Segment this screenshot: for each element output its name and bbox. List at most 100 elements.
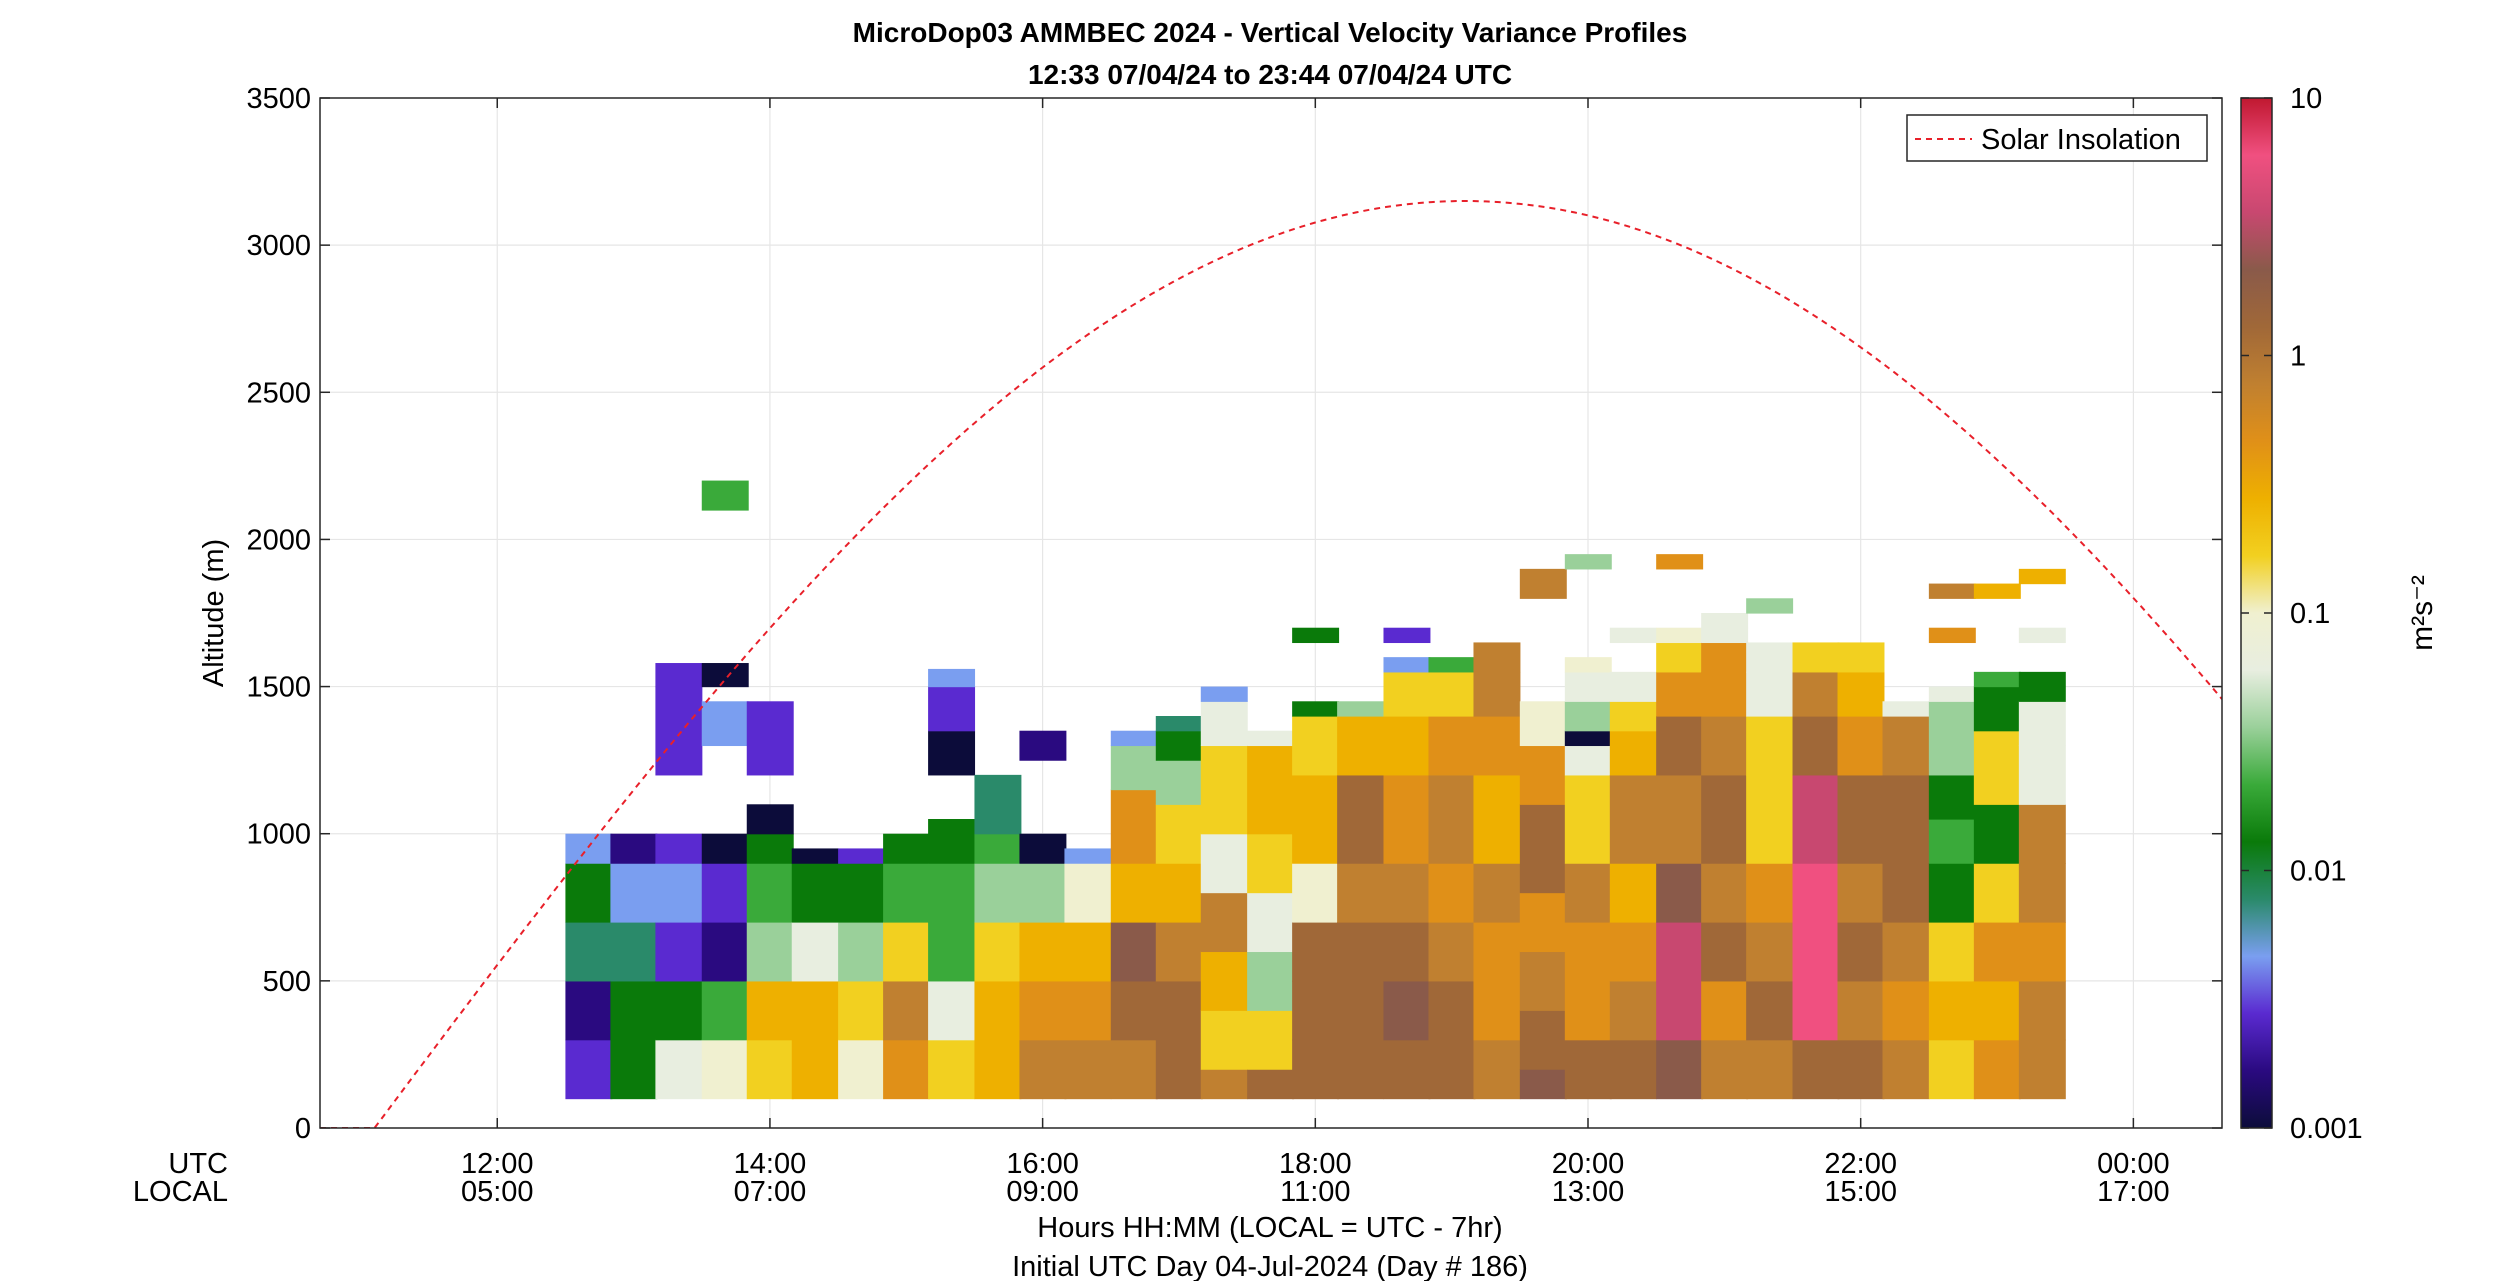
x-tick-label-local: 09:00 <box>1006 1176 1079 1208</box>
x-tick-label-utc: 18:00 <box>1279 1148 1352 1180</box>
colorbar-unit-label: m²s⁻² <box>2406 575 2439 651</box>
heatmap-cell <box>1792 1039 1840 1100</box>
y-axis-ticks: 0 500 1000 1500 2000 2500 3000 3500 <box>246 83 2222 1145</box>
heatmap-cell <box>1519 745 1567 805</box>
heatmap-cell <box>1428 774 1476 864</box>
x-tick-label-utc: 00:00 <box>2097 1148 2170 1180</box>
heatmap-cell <box>1019 863 1067 923</box>
heatmap-cell <box>1155 730 1203 761</box>
heatmap-cell <box>1383 863 1431 923</box>
heatmap-cell <box>565 863 613 923</box>
colorbar-tick-label: 10 <box>2290 83 2322 115</box>
heatmap-cell <box>791 980 839 1041</box>
heatmap-cell <box>1110 730 1158 747</box>
heatmap-cell <box>1200 745 1248 835</box>
heatmap-cell <box>1383 716 1431 776</box>
heatmap-cell <box>701 480 749 511</box>
heatmap-cell <box>1973 671 2021 688</box>
heatmap-cell <box>1473 980 1521 1041</box>
heatmap-cell <box>1882 774 1930 864</box>
y-tick-label: 500 <box>263 966 311 998</box>
y-tick-label: 2500 <box>246 377 311 409</box>
heatmap-cell <box>1564 554 1612 570</box>
heatmap-cell <box>1928 863 1976 923</box>
heatmap-cell <box>1656 642 1704 673</box>
x-tick-label-utc: 14:00 <box>734 1148 807 1180</box>
heatmap-cell <box>1564 980 1612 1041</box>
heatmap-cell <box>1792 980 1840 1041</box>
heatmap-cell <box>610 833 658 864</box>
heatmap-cell <box>1519 701 1567 747</box>
heatmap-cell <box>1247 1069 1295 1100</box>
heatmap-cell <box>655 922 703 982</box>
heatmap-cell <box>1247 892 1295 953</box>
heatmap-cell <box>1383 627 1431 644</box>
x-tick-label-local: 15:00 <box>1824 1176 1897 1208</box>
heatmap-cell <box>1337 1039 1385 1100</box>
heatmap-cell <box>1701 627 1749 644</box>
heatmap-cell <box>2018 701 2066 747</box>
heatmap-cell <box>1701 1039 1749 1100</box>
heatmap-cell <box>1473 774 1521 864</box>
heatmap-cell <box>838 863 886 923</box>
heatmap-cell <box>1247 951 1295 1011</box>
heatmap-cell <box>1701 980 1749 1041</box>
heatmap-cell <box>1428 980 1476 1041</box>
heatmap-cell <box>701 833 749 864</box>
heatmap-cell <box>565 922 613 982</box>
y-tick-label: 3000 <box>246 230 311 262</box>
heatmap-cell <box>1428 863 1476 923</box>
chart-title: MicroDop03 AMMBEC 2024 - Vertical Veloci… <box>853 17 1688 48</box>
heatmap-cell <box>1792 716 1840 776</box>
heatmap-cell <box>1882 980 1930 1041</box>
legend-label-solar-insolation: Solar Insolation <box>1981 124 2181 156</box>
heatmap-cell <box>701 1039 749 1100</box>
x-tick-label-utc: 22:00 <box>1824 1148 1897 1180</box>
heatmap-cell <box>610 922 658 982</box>
heatmap-cell <box>610 1039 658 1100</box>
heatmap-cell <box>1110 980 1158 1041</box>
heatmap-cell <box>565 1039 613 1100</box>
heatmap-cell <box>1200 892 1248 953</box>
heatmap-cell <box>1564 730 1612 747</box>
y-tick-label: 0 <box>295 1113 311 1145</box>
heatmap-cell <box>701 980 749 1041</box>
heatmap-cell <box>1564 1039 1612 1100</box>
heatmap-cell <box>838 1039 886 1100</box>
solar-insolation-line <box>320 200 2222 1128</box>
heatmap-cell <box>1701 774 1749 864</box>
heatmap-cell <box>1746 598 1794 614</box>
heatmap-cell <box>610 980 658 1041</box>
heatmap-cell <box>1428 716 1476 776</box>
heatmap-cell <box>974 863 1022 923</box>
chart-subtitle: 12:33 07/04/24 to 23:44 07/04/24 UTC <box>1028 59 1512 90</box>
heatmap-cell <box>1292 716 1340 776</box>
heatmap-cell <box>1200 1069 1248 1100</box>
heatmap-cell <box>1428 671 1476 717</box>
heatmap-cell <box>1928 583 1976 599</box>
heatmap-cell <box>1200 1010 1248 1070</box>
heatmap-cell <box>928 730 976 776</box>
heatmap-cell <box>1656 863 1704 923</box>
heatmap-cell <box>1337 701 1385 717</box>
heatmap-cell <box>974 922 1022 982</box>
heatmap-cell <box>1247 745 1295 835</box>
heatmap-cell <box>1882 863 1930 923</box>
heatmap-cell <box>1519 568 1567 599</box>
heatmap-cell <box>701 922 749 982</box>
heatmap-cell <box>1292 922 1340 982</box>
heatmap-cell <box>1155 716 1203 732</box>
heatmap-cell <box>1110 745 1158 791</box>
heatmap-cell <box>1019 1039 1067 1100</box>
legend-box <box>1906 114 2208 162</box>
heatmap-cell <box>883 980 931 1041</box>
heatmap-cell <box>1247 1010 1295 1070</box>
heatmap-cell <box>1155 760 1203 805</box>
y-tick-label: 1500 <box>246 672 311 704</box>
heatmap-cell <box>1155 863 1203 923</box>
heatmap-cell <box>1973 980 2021 1041</box>
heatmap-cell <box>974 833 1022 864</box>
heatmap-cell <box>791 922 839 982</box>
